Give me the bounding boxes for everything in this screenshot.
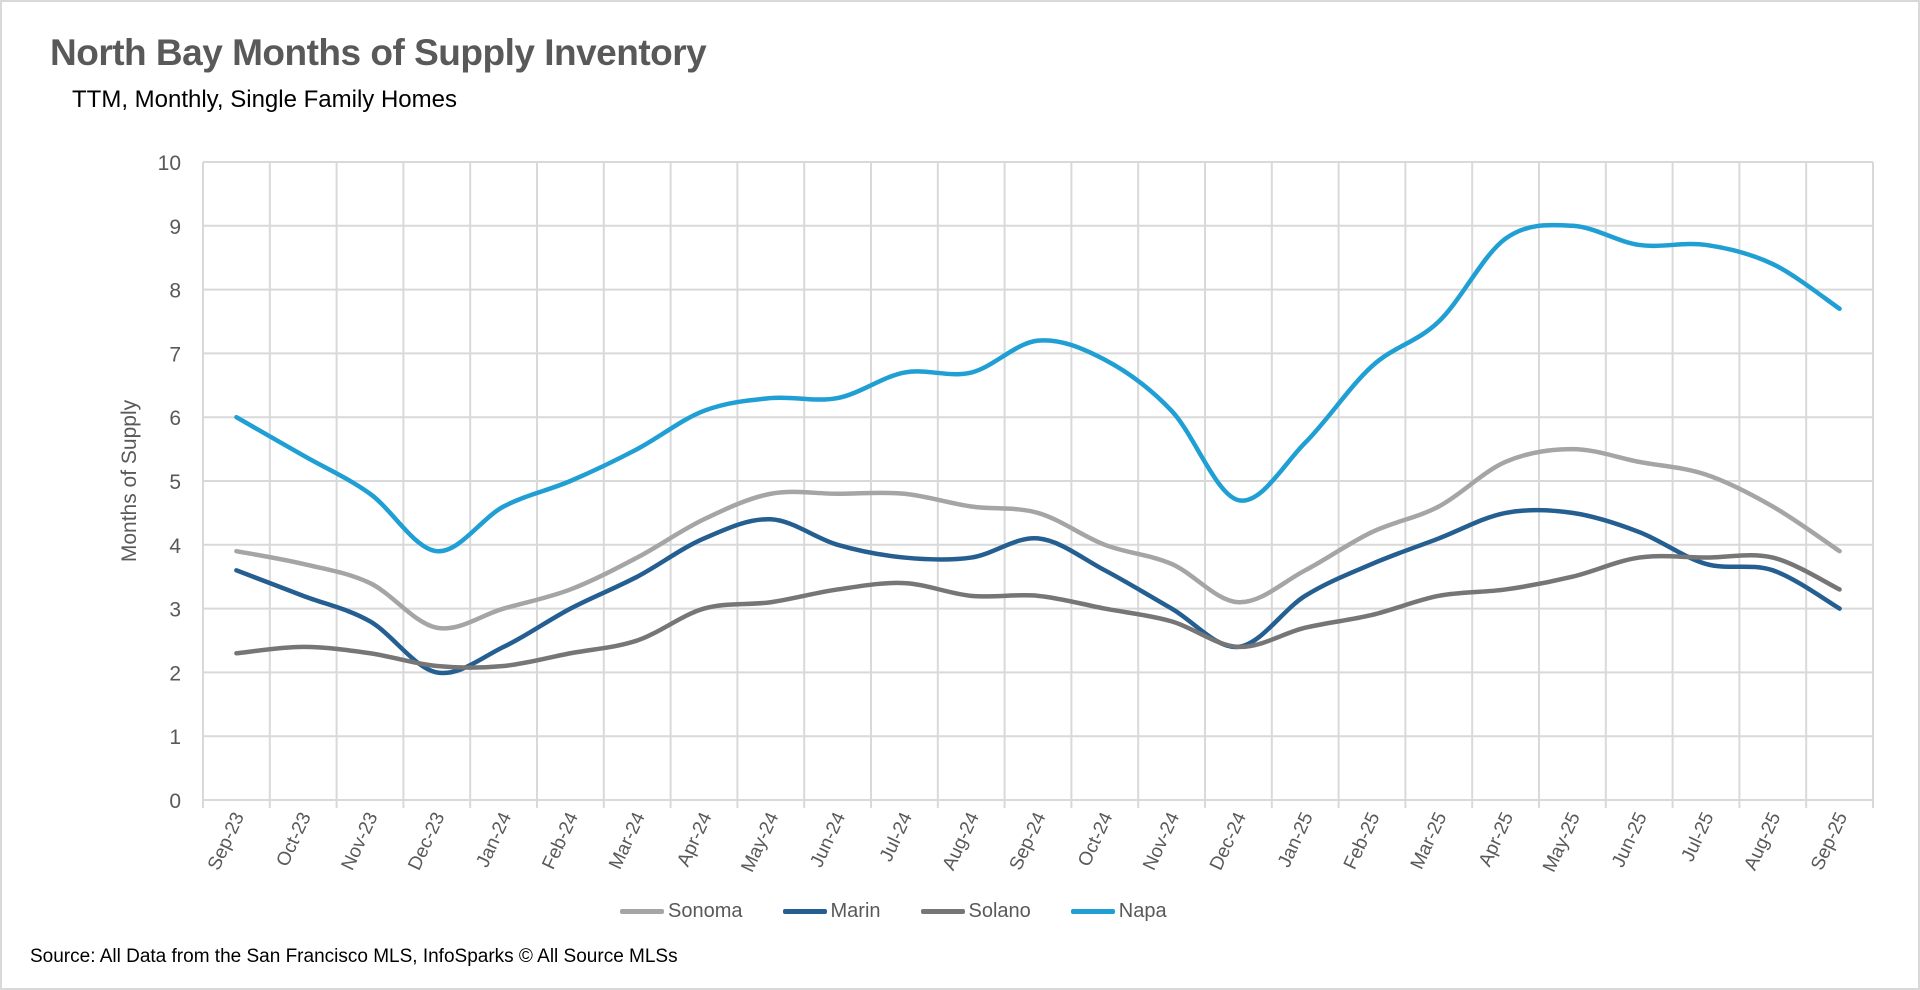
x-tick-label: May-25 <box>1539 809 1585 875</box>
series-line-solano <box>234 552 1842 670</box>
x-tick-label: Apr-25 <box>1475 809 1518 870</box>
legend-item-napa: Napa <box>1070 900 1167 923</box>
chart-subtitle: TTM, Monthly, Single Family Homes <box>72 86 457 113</box>
x-tick-label: Aug-24 <box>939 809 984 874</box>
legend-swatch <box>620 909 664 914</box>
legend-label: Solano <box>968 900 1031 922</box>
legend-item-solano: Solano <box>920 900 1031 923</box>
x-tick-label: Oct-24 <box>1074 809 1117 870</box>
x-tick-label: Jun-25 <box>1608 809 1652 871</box>
legend-label: Marin <box>830 900 881 922</box>
legend-swatch <box>920 909 965 914</box>
legend-label: Napa <box>1118 900 1167 922</box>
x-tick-label: Sep-24 <box>1006 809 1051 874</box>
x-tick-label: Jul-24 <box>876 809 917 865</box>
x-tick-label: Feb-25 <box>1340 809 1384 872</box>
chart-title: North Bay Months of Supply Inventory <box>50 32 707 73</box>
x-tick-label: Apr-24 <box>673 809 716 870</box>
y-tick-label: 9 <box>169 216 181 239</box>
x-tick-label: Sep-25 <box>1807 809 1852 873</box>
y-tick-label: 2 <box>169 662 181 685</box>
series-line-napa <box>234 222 1842 554</box>
legend-swatch <box>1070 909 1115 914</box>
legend-item-sonoma: Sonoma <box>620 900 743 923</box>
legend-swatch <box>782 909 827 914</box>
x-tick-label: Oct-23 <box>273 809 316 870</box>
y-tick-label: 4 <box>169 535 181 558</box>
y-tick-label: 7 <box>169 343 181 366</box>
x-tick-label: Mar-24 <box>605 809 650 873</box>
x-tick-label: Nov-23 <box>338 809 383 873</box>
y-tick-label: 8 <box>169 280 181 303</box>
y-axis-title: Months of Supply <box>118 399 141 562</box>
source-footer: Source: All Data from the San Francisco … <box>30 946 678 967</box>
x-tick-label: Jul-25 <box>1678 809 1719 865</box>
legend: Sonoma Marin Solano Napa <box>620 900 1167 923</box>
legend-label: Sonoma <box>668 900 743 922</box>
y-tick-label: 5 <box>169 471 181 494</box>
y-tick-label: 0 <box>169 790 181 813</box>
legend-item-marin: Marin <box>782 900 881 923</box>
y-tick-label: 1 <box>169 726 181 749</box>
x-tick-label: Nov-24 <box>1139 809 1184 874</box>
x-tick-label: Dec-24 <box>1206 809 1251 874</box>
x-tick-label: Jun-24 <box>807 809 851 871</box>
x-tick-label: Feb-24 <box>538 809 583 873</box>
x-tick-label: Mar-25 <box>1407 809 1451 872</box>
x-tick-label: May-24 <box>738 809 784 876</box>
x-tick-label: Dec-23 <box>404 809 449 873</box>
x-tick-label: Jan-25 <box>1274 809 1318 871</box>
y-tick-label: 3 <box>169 599 181 622</box>
y-tick-label: 10 <box>158 152 181 175</box>
x-tick-label: Sep-23 <box>204 809 249 873</box>
x-tick-label: Aug-25 <box>1740 809 1785 873</box>
series-line-marin <box>234 507 1842 676</box>
y-tick-label: 6 <box>169 407 181 430</box>
x-tick-label: Jan-24 <box>473 809 517 871</box>
series-line-sonoma <box>234 446 1842 631</box>
